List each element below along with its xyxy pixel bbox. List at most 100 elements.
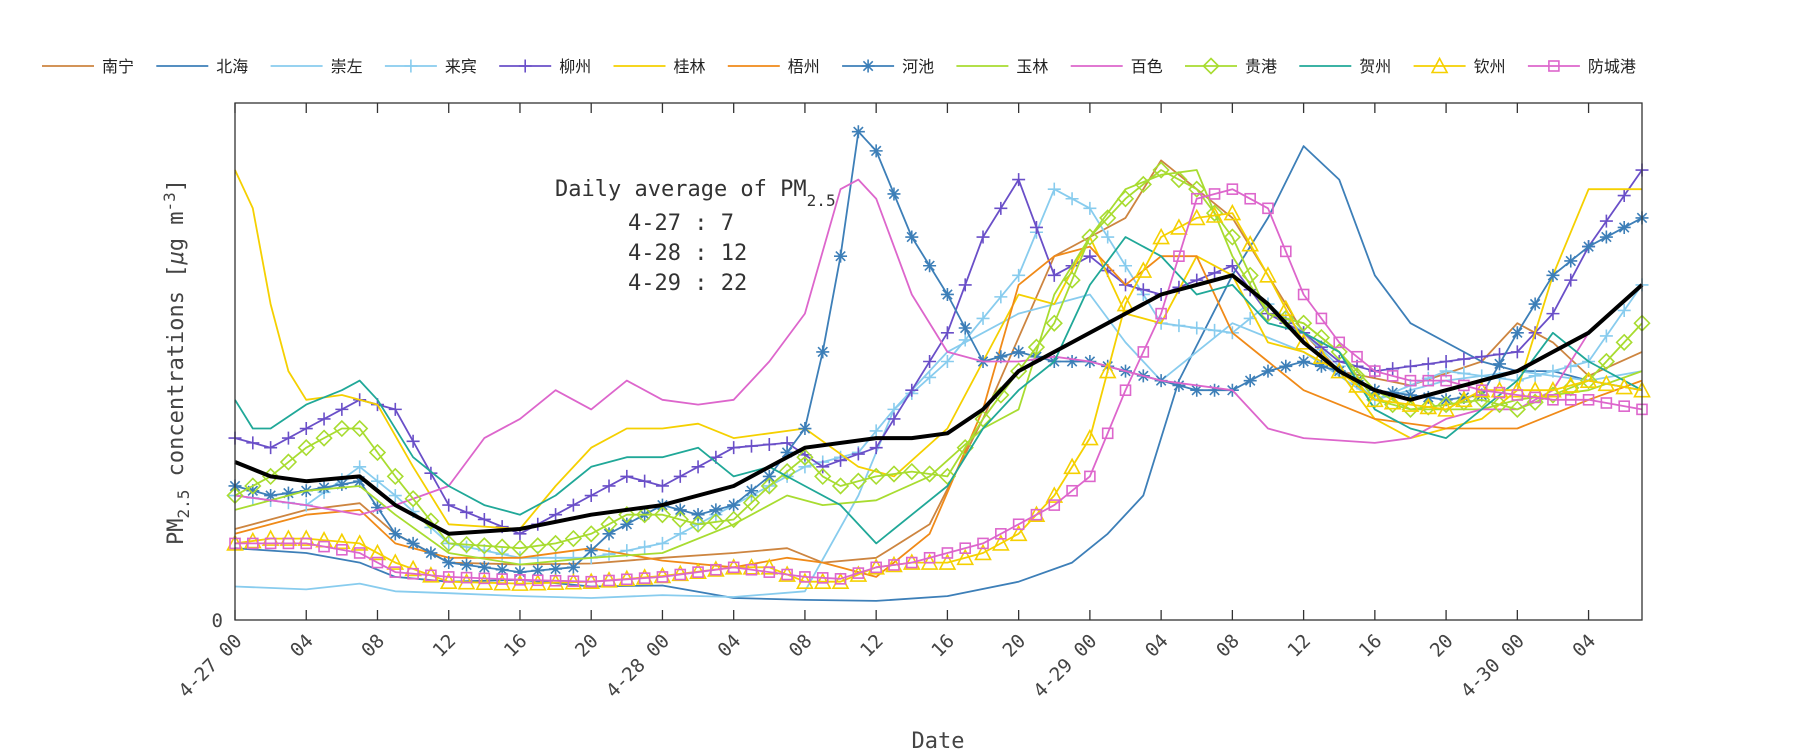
- series-point-钦州: [1401, 395, 1420, 412]
- series-point-防城港: [460, 571, 473, 584]
- series-崇左: [234, 293, 1643, 599]
- series-line-average: [234, 273, 1644, 536]
- series-point-河池: [727, 498, 741, 512]
- series-point-贵港: [849, 472, 867, 490]
- series-point-柳州: [1012, 173, 1026, 187]
- series-point-柳州: [994, 201, 1008, 215]
- series-point-钦州: [1615, 377, 1634, 395]
- series-point-防城港: [656, 571, 669, 583]
- legend-item-桂林: 桂林: [613, 57, 706, 76]
- series-point-贵港: [582, 525, 600, 543]
- series-point-柳州: [1136, 283, 1150, 297]
- series-point-防城港: [1173, 250, 1185, 262]
- series-point-贵港: [244, 477, 262, 495]
- series-point-防城港: [1137, 346, 1150, 358]
- series-point-贵港: [1045, 314, 1063, 332]
- series-point-来宾: [1101, 230, 1115, 244]
- series-point-柳州: [905, 383, 919, 397]
- series-point-柳州: [638, 474, 652, 488]
- series-point-防城港: [1030, 508, 1043, 521]
- series-point-防城港: [1279, 245, 1292, 258]
- series-point-贵港: [1597, 352, 1616, 371]
- series-point-钦州: [1455, 390, 1473, 408]
- series-point-防城港: [763, 566, 776, 578]
- series-point-来宾: [1190, 321, 1204, 335]
- series-point-河池: [566, 560, 580, 574]
- series-point-贵港: [1134, 175, 1152, 194]
- series-point-柳州: [1403, 359, 1417, 373]
- series-point-贵港: [938, 467, 957, 486]
- series-point-柳州: [442, 498, 456, 512]
- series-point-来宾: [869, 424, 883, 438]
- series-point-来宾: [1617, 303, 1631, 317]
- series-point-贵港: [440, 534, 458, 553]
- legend-label: 百色: [1131, 57, 1163, 76]
- series-point-来宾: [1047, 182, 1061, 196]
- series-point-河池: [994, 350, 1008, 364]
- series-point-贵港: [297, 439, 315, 457]
- series-point-防城港: [442, 571, 455, 583]
- series-point-钦州: [493, 573, 511, 591]
- series-point-钦州: [475, 573, 494, 590]
- series-point-防城港: [1404, 374, 1417, 387]
- series-point-来宾: [958, 333, 972, 347]
- series-point-防城港: [1582, 393, 1595, 406]
- legend-item-梧州: 梧州: [727, 57, 820, 76]
- series-point-防城港: [353, 547, 366, 559]
- series-point-河池: [1208, 383, 1222, 397]
- series-point-河池: [1564, 254, 1578, 268]
- series-point-柳州: [923, 355, 937, 368]
- series-point-贵港: [457, 535, 476, 554]
- series-point-河池: [353, 474, 367, 488]
- legend-item-崇左: 崇左: [270, 57, 363, 76]
- series-point-河池: [1314, 359, 1328, 373]
- series-point-钦州: [1366, 390, 1384, 408]
- series-point-钦州: [1223, 203, 1242, 221]
- series-point-防城港: [514, 573, 526, 586]
- series-point-来宾: [923, 370, 937, 384]
- series-line-崇左: [234, 293, 1643, 599]
- legend-label: 贵港: [1245, 57, 1277, 76]
- series-point-贵港: [689, 515, 707, 533]
- series-point-防城港: [371, 556, 384, 569]
- series-point-来宾: [1546, 364, 1560, 378]
- series-point-防城港: [977, 537, 989, 550]
- series-point-河池: [370, 501, 384, 515]
- series-point-来宾: [638, 540, 652, 554]
- series-point-河池: [1546, 268, 1560, 282]
- series-line-桂林: [234, 169, 1642, 530]
- series-point-河池: [691, 508, 705, 522]
- series-point-防城港: [905, 556, 918, 569]
- legend-label: 桂林: [674, 57, 706, 76]
- series-point-防城港: [852, 567, 865, 579]
- x-tick-label: 12: [856, 630, 888, 662]
- series-point-防城港: [1226, 183, 1239, 195]
- series-point-防城港: [870, 561, 882, 574]
- x-tick-label: 20: [571, 630, 603, 662]
- series-point-柳州: [834, 453, 848, 467]
- series-point-钦州: [1063, 457, 1081, 475]
- series-point-来宾: [602, 547, 616, 561]
- x-tick-label: 20: [998, 630, 1030, 662]
- series-point-河池: [1279, 359, 1293, 373]
- series-point-河池: [531, 564, 545, 578]
- legend-label: 南宁: [102, 57, 134, 76]
- legend-item-贺州: 贺州: [1299, 57, 1391, 76]
- series-point-钦州: [1579, 371, 1598, 388]
- series-贺州: [234, 236, 1643, 545]
- series-point-来宾: [655, 536, 669, 550]
- series-point-河池: [1297, 355, 1311, 368]
- series-point-钦州: [546, 573, 565, 590]
- legend-marker: [1430, 56, 1449, 74]
- series-point-防城港: [1244, 192, 1256, 205]
- series-point-河池: [1403, 388, 1417, 402]
- series-point-钦州: [1561, 376, 1580, 393]
- series-防城港: [229, 183, 1648, 588]
- series-point-柳州: [335, 402, 349, 416]
- series-point-防城港: [1440, 374, 1452, 387]
- series-point-防城港: [781, 568, 793, 581]
- series-桂林: [234, 169, 1642, 530]
- series-point-贵港: [564, 529, 583, 548]
- series-point-钦州: [724, 558, 743, 575]
- series-point-柳州: [1047, 268, 1061, 282]
